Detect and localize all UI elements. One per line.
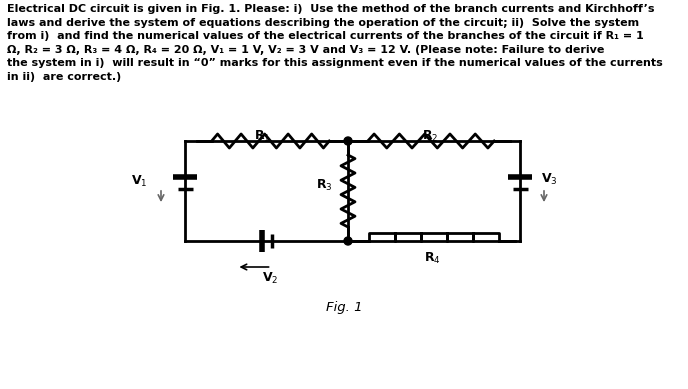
Text: R$_1$: R$_1$ [254,129,270,144]
Text: V$_1$: V$_1$ [131,173,148,189]
Circle shape [344,237,352,245]
Text: the system in i)  will result in “0” marks for this assignment even if the numer: the system in i) will result in “0” mark… [7,58,663,68]
Text: R$_3$: R$_3$ [316,177,333,193]
Circle shape [344,137,352,145]
Text: V$_2$: V$_2$ [262,271,278,286]
Text: from i)  and find the numerical values of the electrical currents of the branche: from i) and find the numerical values of… [7,31,644,41]
Text: V$_3$: V$_3$ [541,172,558,187]
Text: laws and derive the system of equations describing the operation of the circuit;: laws and derive the system of equations … [7,18,639,28]
Text: Ω, R₂ = 3 Ω, R₃ = 4 Ω, R₄ = 20 Ω, V₁ = 1 V, V₂ = 3 V and V₃ = 12 V. (Please note: Ω, R₂ = 3 Ω, R₃ = 4 Ω, R₄ = 20 Ω, V₁ = 1… [7,44,604,54]
Text: R$_4$: R$_4$ [424,251,440,266]
Text: Electrical DC circuit is given in Fig. 1. Please: i)  Use the method of the bran: Electrical DC circuit is given in Fig. 1… [7,4,654,14]
Text: R$_2$: R$_2$ [422,129,438,144]
Text: Fig. 1: Fig. 1 [325,300,363,314]
Text: in ii)  are correct.): in ii) are correct.) [7,72,121,82]
